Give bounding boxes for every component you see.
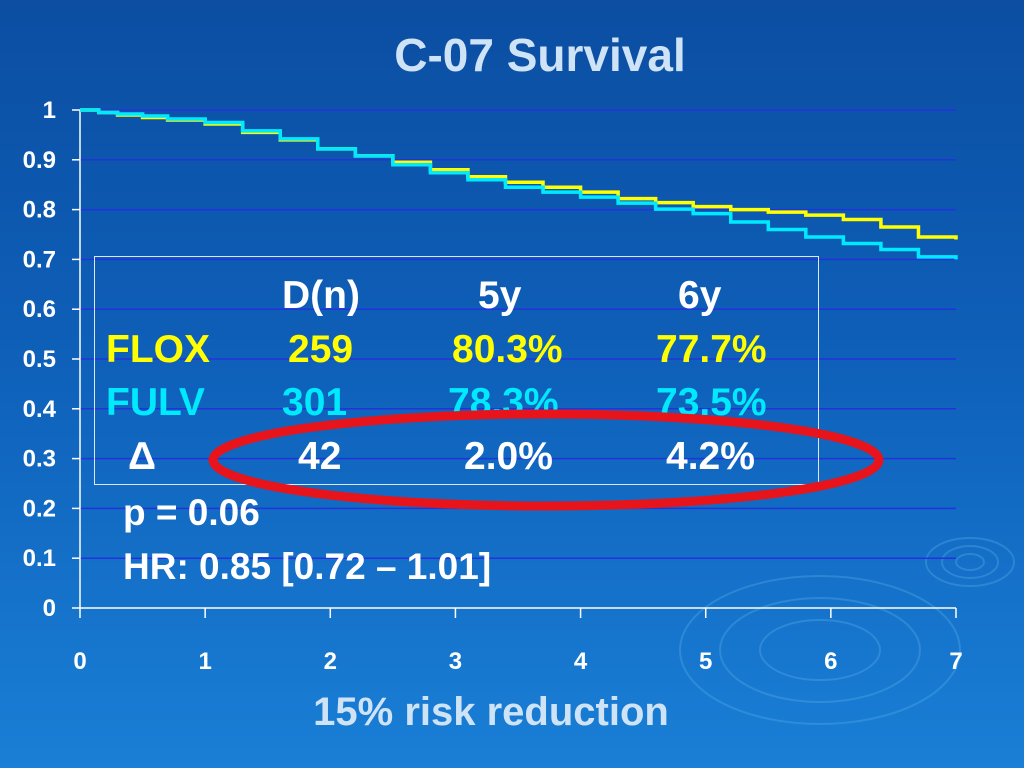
y-tick-label: 0.3	[23, 446, 56, 473]
x-tick-label: 0	[73, 648, 86, 675]
row-delta-6y: 4.2%	[666, 435, 755, 478]
row-flox-5y: 80.3%	[452, 328, 563, 371]
row-delta-dn: 42	[298, 435, 342, 478]
x-tick-label: 4	[574, 648, 588, 675]
hazard-ratio: HR: 0.85 [0.72 – 1.01]	[123, 546, 492, 587]
y-tick-label: 0.9	[23, 147, 56, 174]
x-tick-label: 1	[198, 648, 211, 675]
row-delta-label: Δ	[128, 435, 157, 478]
row-delta-5y: 2.0%	[464, 435, 553, 478]
y-tick-label: 0	[43, 595, 56, 622]
x-tick-label: 3	[449, 648, 462, 675]
x-tick-label: 6	[824, 648, 837, 675]
risk-reduction-footer: 15% risk reduction	[313, 690, 669, 734]
row-flox-dn: 259	[288, 328, 354, 371]
slide-title: C-07 Survival	[394, 29, 686, 81]
y-tick-label: 0.1	[23, 545, 56, 572]
row-fulv-dn: 301	[282, 381, 348, 424]
header-6y: 6y	[678, 274, 722, 317]
y-tick-label: 0.2	[23, 495, 56, 522]
y-tick-label: 0.4	[23, 396, 57, 423]
series-line-fulv	[80, 108, 958, 260]
y-tick-label: 1	[43, 97, 56, 124]
y-tick-label: 0.8	[23, 197, 56, 224]
y-tick-label: 0.7	[23, 246, 56, 273]
header-5y: 5y	[478, 274, 522, 317]
stats-table-box	[94, 256, 819, 485]
row-flox-label: FLOX	[106, 328, 210, 371]
p-value: p = 0.06	[123, 492, 260, 533]
x-tick-label: 7	[949, 648, 962, 675]
delta-highlight-ellipse	[208, 409, 884, 511]
y-tick-label: 0.6	[23, 296, 56, 323]
header-dn: D(n)	[282, 274, 360, 317]
y-tick-label: 0.5	[23, 346, 56, 373]
row-fulv-label: FULV	[106, 381, 205, 424]
x-tick-label: 2	[324, 648, 337, 675]
row-flox-6y: 77.7%	[656, 328, 767, 371]
x-tick-label: 5	[699, 648, 712, 675]
